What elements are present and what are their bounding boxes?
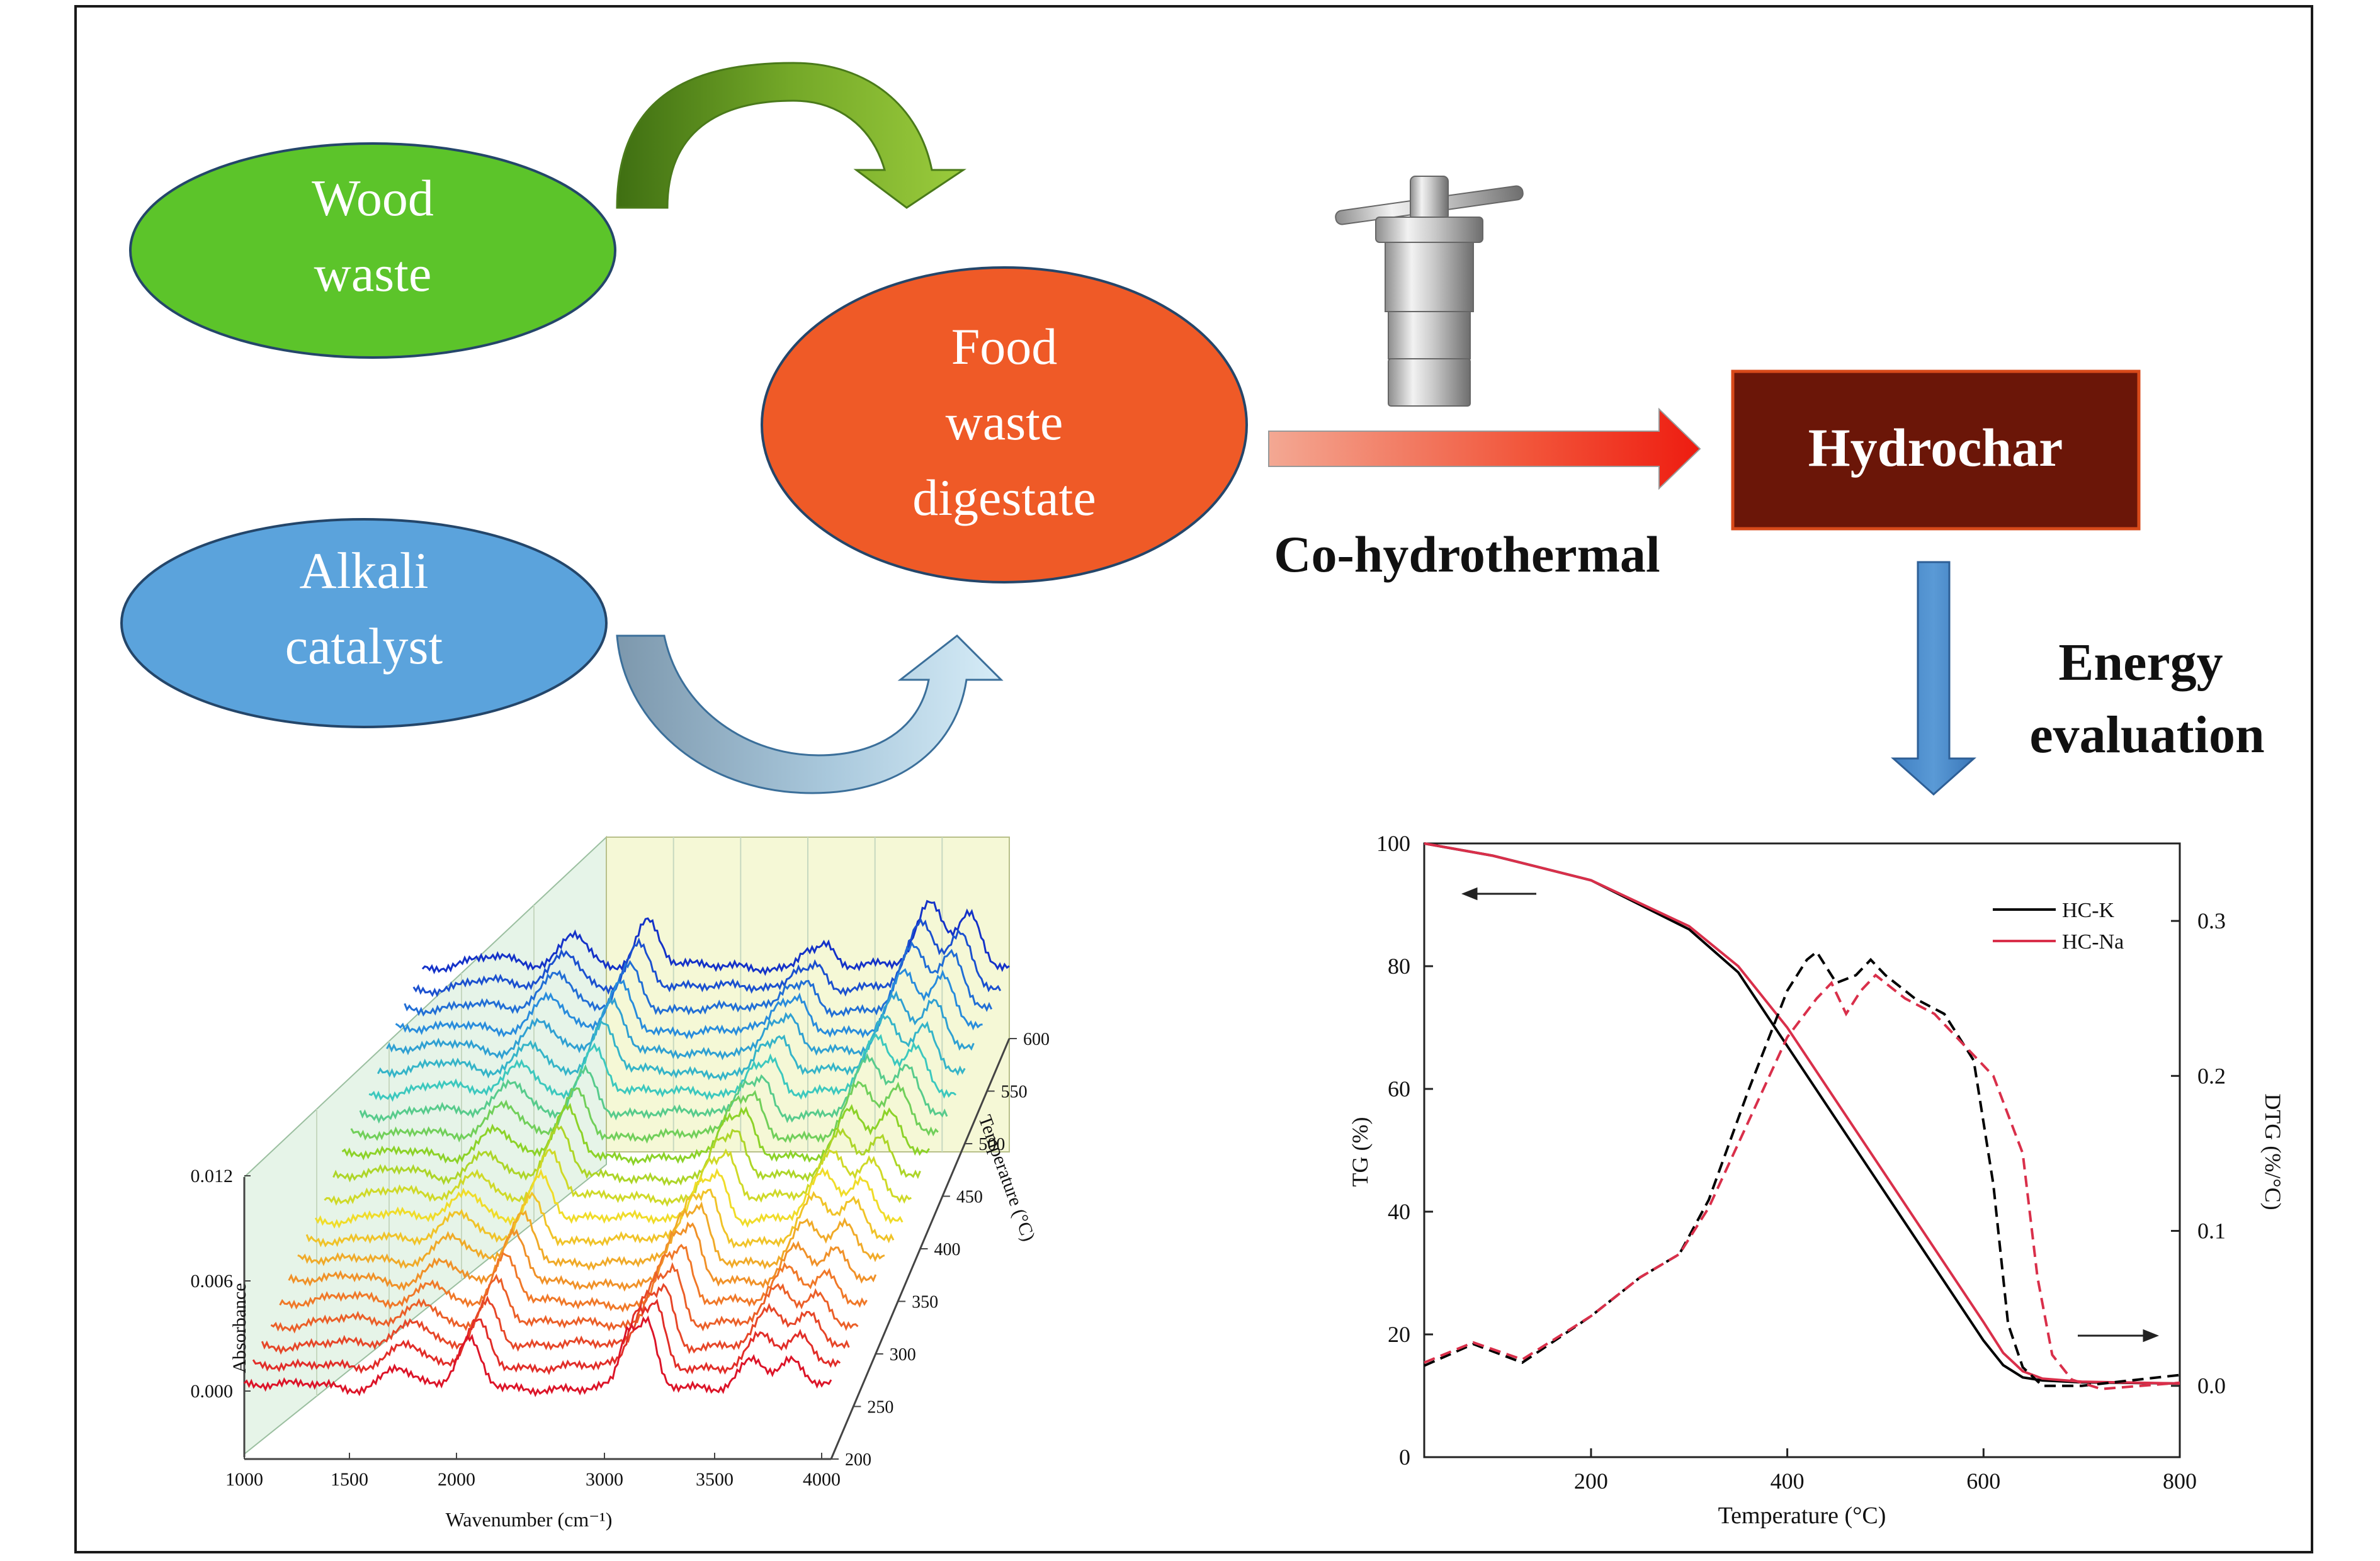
ftir-spectrum-line [314, 1166, 904, 1229]
wood-waste-node: Wood waste [129, 142, 616, 359]
dtg-right-arrow [2078, 1329, 2160, 1343]
ftir-spectrum-line [305, 1188, 895, 1249]
tg-y-tick-label: 0 [1399, 1445, 1410, 1470]
ftir-x-tick-label: 1500 [331, 1469, 368, 1490]
legend-hcna-label: HC-Na [2062, 930, 2124, 954]
ftir-z-tick-label: 400 [934, 1240, 961, 1260]
energy-label: Energy [2058, 633, 2223, 692]
figure-frame [74, 5, 2313, 1553]
tg-plot-frame [1423, 842, 2181, 1458]
tg-xlabel: Temperature (°C) [1718, 1502, 1886, 1529]
ftir-xlabel: Wavenumber (cm⁻¹) [446, 1508, 613, 1531]
ftir-z-tick-label: 350 [912, 1293, 938, 1312]
ftir-z-tick-label: 200 [845, 1450, 871, 1470]
ftir-ylabel: Absorbance [229, 1283, 250, 1373]
wood-waste-line1: Wood [312, 169, 434, 227]
dtg-y-tick-label: 0.0 [2197, 1373, 2226, 1399]
food-line2: waste [946, 393, 1063, 451]
evaluation-label: evaluation [2029, 706, 2264, 764]
ftir-spectrum-line [243, 1315, 832, 1397]
ftir-spectrum-line [288, 1221, 877, 1292]
alkali-catalyst-line1: Alkali [300, 542, 429, 599]
ftir-spectrum-line [297, 1201, 885, 1271]
tg-x-tick-label: 800 [2163, 1468, 2197, 1494]
tg-y-tick-label: 60 [1388, 1076, 1410, 1102]
tg-curve-hc-na [1424, 842, 2180, 1385]
alkali-catalyst-node: Alkali catalyst [120, 518, 608, 728]
ftir-x-tick-label: 2000 [438, 1469, 475, 1490]
ftir-y-tick-label: 0.000 [191, 1381, 234, 1402]
tg-y-tick-label: 40 [1388, 1199, 1410, 1224]
ftir-z-tick-label: 500 [978, 1135, 1005, 1154]
wood-waste-line2: waste [314, 245, 432, 302]
tg-left-arrow [1461, 887, 1536, 901]
hydrochar-node: Hydrochar [1731, 369, 2141, 531]
dtg-y-tick-label: 0.2 [2197, 1063, 2226, 1088]
dtg-ylabel: DTG (%/°C) [2260, 1093, 2286, 1210]
dtg-y-tick-label: 0.3 [2197, 908, 2226, 933]
tg-dtg-chart: 200 400 600 800 0 20 40 60 80 100 0.0 0.1 0.2 0.3 TG … [1347, 831, 2286, 1529]
tg-x-tick-label: 200 [1574, 1468, 1608, 1494]
wood-to-food-arrow [616, 62, 966, 209]
ftir-y-tick-label: 0.012 [191, 1166, 234, 1186]
alkali-catalyst-line2: catalyst [285, 617, 443, 675]
dtg-curve-hc-na [1424, 973, 2180, 1390]
ftir-spectrum-line [279, 1244, 868, 1313]
tg-curve-hc-k [1424, 842, 2180, 1385]
alkali-to-food-arrow [616, 634, 1004, 794]
food-line1: Food [951, 318, 1058, 375]
ftir-z-tick-label: 450 [956, 1188, 983, 1207]
legend-hck-label: HC-K [2062, 899, 2115, 922]
food-line3: digestate [912, 469, 1096, 526]
ftir-x-tick-label: 1000 [225, 1469, 263, 1490]
dtg-curve-hc-k [1424, 950, 2180, 1387]
ftir-spectrum-line [252, 1299, 841, 1375]
energy-evaluation-arrow [1891, 561, 1976, 796]
tg-ylabel: TG (%) [1347, 1117, 1373, 1187]
tg-y-tick-label: 100 [1376, 831, 1410, 856]
tg-legend: HC-K HC-Na [1993, 899, 2124, 954]
food-waste-digestate-node: Food waste digestate [761, 266, 1248, 583]
ftir-z-tick-label: 600 [1023, 1030, 1050, 1049]
ftir-spectrum-line [395, 968, 983, 1040]
ftir-spectrum-line [270, 1262, 859, 1334]
tg-y-tick-label: 80 [1388, 954, 1410, 979]
ftir-z-tick-label: 250 [867, 1398, 893, 1417]
ftir-z-tick-label: 300 [890, 1345, 916, 1365]
ftir-z-tick-label: 550 [1001, 1083, 1028, 1102]
ftir-3d-chart: 1000 1500 2000 3000 3500 4000 0.012 0.006 0.000 2… [191, 835, 1050, 1531]
dtg-y-tick-label: 0.1 [2197, 1219, 2226, 1244]
co-hydrothermal-arrow [1268, 407, 1701, 490]
co-hydrothermal-label: Co-hydrothermal [1274, 526, 1660, 583]
ftir-spectrum-line [324, 1148, 912, 1207]
hydrochar-label: Hydrochar [1808, 417, 2063, 478]
tg-x-tick-label: 600 [1966, 1468, 2000, 1494]
ftir-spectrum-line [359, 1052, 948, 1124]
tg-x-tick-label: 400 [1771, 1468, 1805, 1494]
ftir-x-tick-label: 4000 [803, 1469, 841, 1490]
tg-y-tick-label: 20 [1388, 1322, 1410, 1347]
ftir-x-tick-label: 3500 [696, 1469, 734, 1490]
ftir-y-tick-label: 0.006 [191, 1271, 234, 1292]
ftir-spectrum-line [261, 1283, 850, 1355]
ftir-x-tick-label: 3000 [586, 1469, 623, 1490]
reactor-icon [1335, 176, 1524, 407]
